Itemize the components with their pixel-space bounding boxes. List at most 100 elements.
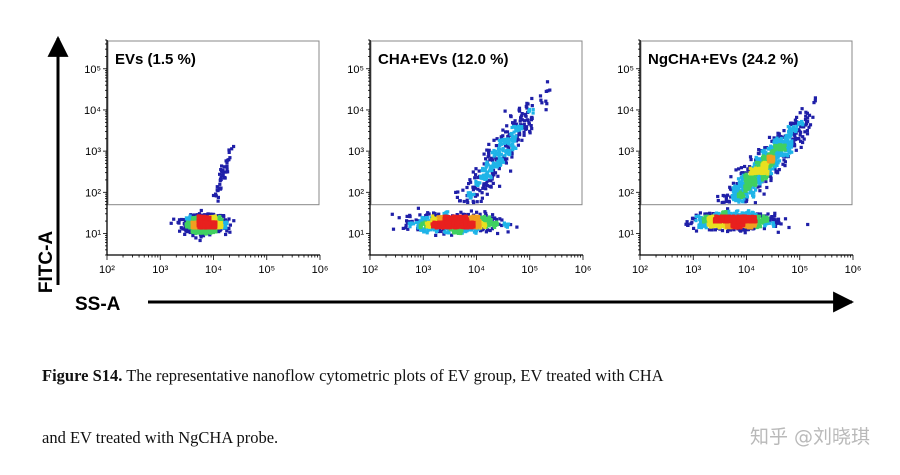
data-point [527,109,531,113]
data-point [405,214,409,218]
data-point [423,230,427,234]
data-point [506,135,510,139]
data-point [186,225,190,229]
data-point [476,183,480,187]
data-point [761,217,765,221]
data-point [496,161,500,165]
data-point [530,96,534,101]
data-point [516,138,520,142]
data-point [495,137,499,141]
data-point [514,122,518,126]
data-point [444,211,448,215]
data-point [776,131,780,135]
y-tick-label: 10³ [85,146,101,158]
data-point [724,210,728,214]
data-point [211,223,215,227]
data-point [414,218,418,222]
data-point [501,134,505,138]
data-point [456,220,460,224]
data-point [490,150,494,154]
data-point [511,121,515,125]
data-point [744,211,749,215]
data-point [750,224,754,228]
data-point [806,119,810,124]
data-point [749,189,753,193]
data-point [772,224,776,228]
data-point [486,216,490,220]
data-point [454,190,458,194]
data-point [501,128,505,132]
data-point [695,215,699,219]
y-tick-label: 10⁵ [347,64,364,76]
data-point [495,165,499,169]
data-point [506,223,510,227]
data-point [784,146,788,150]
data-point [490,222,494,226]
data-point [779,222,783,226]
data-point [762,151,766,155]
data-point [430,218,434,222]
data-point [493,171,498,175]
data-point [517,126,521,130]
data-point [511,143,515,147]
data-point [486,155,490,159]
data-point [510,150,514,154]
data-point [765,222,769,226]
data-point [435,218,439,222]
data-point [505,157,509,161]
data-point [439,229,443,234]
data-point [477,169,481,173]
data-point [540,101,544,105]
data-point [529,124,533,128]
data-point [802,125,806,129]
data-point [771,167,775,171]
data-point [490,156,494,160]
data-point [484,230,488,234]
data-point [720,229,725,233]
data-point [803,123,807,127]
data-point [468,196,472,200]
data-point [756,164,760,168]
data-point [741,219,746,223]
data-point [807,113,812,117]
data-point [446,214,450,219]
data-point [198,222,202,227]
data-point [743,175,747,179]
x-tick-label: 10⁴ [738,264,755,276]
data-point [758,189,762,193]
data-point [531,107,535,112]
data-point [795,115,799,119]
data-point [729,195,733,199]
data-point [764,173,768,177]
data-point [757,157,761,161]
data-point [191,216,195,221]
data-point [774,222,778,226]
data-point [738,181,742,185]
data-point [522,130,526,134]
data-point [768,221,772,225]
data-point [199,216,203,220]
data-point [689,222,693,226]
data-point [445,217,449,221]
y-tick-label: 10⁵ [84,64,101,76]
data-point [205,224,209,228]
data-point [726,229,730,234]
data-point [482,214,486,219]
data-point [191,225,195,229]
data-point [779,146,783,150]
data-point [472,220,476,225]
data-point [205,215,209,219]
data-point [390,212,394,216]
data-point [218,187,223,191]
data-point [697,225,701,229]
data-point [741,199,745,203]
data-point [721,216,725,220]
data-point [784,140,789,144]
data-point [538,94,543,98]
data-point [431,216,435,220]
data-point [463,220,467,224]
data-point [455,195,459,199]
data-point [793,144,797,148]
data-point [474,229,479,233]
data-point [483,217,488,221]
